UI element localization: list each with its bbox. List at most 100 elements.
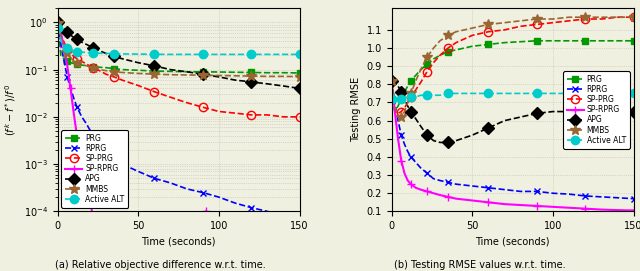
APG: [89, 46, 97, 49]
MMBS: [549, 17, 557, 21]
SP-PRG: [394, 112, 402, 115]
PRG: [394, 105, 402, 108]
SP-RPRG: [581, 207, 589, 210]
MMBS: [199, 74, 207, 77]
APG: [73, 38, 81, 41]
RPRG: [394, 119, 402, 122]
MMBS: [96, 68, 104, 71]
SP-RPRG: [391, 110, 399, 113]
RPRG: [199, 191, 207, 194]
RPRG: [484, 186, 492, 189]
SP-PRG: [110, 75, 118, 79]
Active ALT: [429, 93, 437, 97]
SP-PRG: [78, 60, 86, 63]
SP-RPRG: [417, 188, 424, 191]
SP-PRG: [264, 113, 271, 117]
RPRG: [388, 79, 396, 82]
Active ALT: [166, 53, 174, 56]
SP-PRG: [215, 110, 223, 113]
Line: APG: APG: [387, 76, 638, 147]
Active ALT: [102, 52, 110, 55]
APG: [248, 80, 255, 83]
SP-RPRG: [401, 172, 408, 175]
RPRG: [248, 206, 255, 209]
Active ALT: [280, 53, 287, 56]
SP-PRG: [391, 110, 399, 113]
RPRG: [296, 220, 303, 224]
MMBS: [215, 74, 223, 77]
PRG: [581, 39, 589, 43]
APG: [407, 110, 415, 113]
Line: MMBS: MMBS: [52, 18, 305, 82]
Active ALT: [598, 92, 605, 95]
SP-RPRG: [598, 208, 605, 211]
Active ALT: [391, 97, 399, 101]
APG: [549, 110, 557, 113]
RPRG: [231, 201, 239, 205]
MMBS: [407, 92, 415, 95]
SP-PRG: [444, 46, 452, 50]
X-axis label: Time (seconds): Time (seconds): [141, 237, 216, 247]
PRG: [54, 22, 61, 25]
APG: [166, 68, 174, 71]
SP-RPRG: [70, 111, 77, 115]
RPRG: [83, 122, 90, 126]
SP-RPRG: [423, 190, 431, 193]
PRG: [391, 110, 399, 113]
SP-PRG: [83, 63, 90, 66]
PRG: [89, 65, 97, 68]
Active ALT: [118, 52, 126, 56]
MMBS: [401, 110, 408, 113]
RPRG: [110, 154, 118, 157]
Active ALT: [60, 44, 68, 47]
APG: [215, 75, 223, 79]
SP-PRG: [397, 110, 405, 113]
SP-RPRG: [67, 87, 74, 90]
APG: [57, 24, 65, 27]
Active ALT: [264, 53, 271, 56]
RPRG: [452, 183, 460, 186]
MMBS: [54, 22, 61, 25]
RPRG: [60, 60, 68, 63]
PRG: [296, 71, 303, 75]
MMBS: [517, 19, 525, 22]
RPRG: [78, 115, 86, 118]
APG: [199, 73, 207, 76]
SP-RPRG: [533, 204, 541, 208]
Active ALT: [150, 53, 158, 56]
SP-PRG: [60, 41, 68, 44]
SP-PRG: [102, 73, 110, 76]
PRG: [110, 67, 118, 70]
SP-RPRG: [57, 31, 65, 34]
PRG: [404, 85, 412, 88]
PRG: [444, 50, 452, 53]
SP-PRG: [248, 113, 255, 117]
PRG: [549, 39, 557, 43]
SP-PRG: [231, 111, 239, 115]
Line: SP-PRG: SP-PRG: [53, 19, 304, 121]
SP-PRG: [429, 61, 437, 64]
Active ALT: [614, 92, 621, 95]
Active ALT: [468, 92, 476, 95]
APG: [598, 110, 605, 113]
MMBS: [533, 17, 541, 21]
SP-PRG: [57, 33, 65, 36]
MMBS: [394, 115, 402, 119]
Active ALT: [549, 92, 557, 95]
SP-PRG: [452, 41, 460, 44]
RPRG: [397, 134, 405, 137]
Line: SP-RPRG: SP-RPRG: [53, 19, 210, 271]
Line: Active ALT: Active ALT: [53, 24, 304, 59]
PRG: [280, 71, 287, 74]
SP-RPRG: [404, 179, 412, 182]
MMBS: [614, 15, 621, 19]
MMBS: [452, 30, 460, 33]
APG: [565, 110, 573, 113]
APG: [54, 21, 61, 24]
APG: [102, 52, 110, 55]
RPRG: [401, 143, 408, 146]
Active ALT: [397, 97, 405, 101]
SP-PRG: [407, 95, 415, 99]
SP-RPRG: [429, 192, 437, 195]
SP-PRG: [118, 79, 126, 82]
